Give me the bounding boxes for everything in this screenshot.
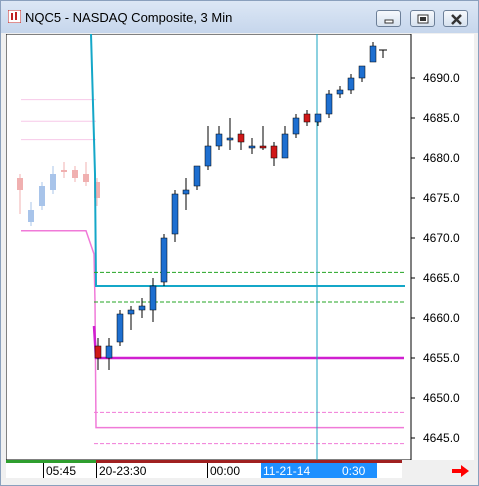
candle-body (358, 65, 366, 79)
candle-body (116, 313, 124, 343)
price-label: 4660.0 (423, 311, 460, 325)
price-label: 4690.0 (423, 71, 460, 85)
restore-button[interactable] (410, 10, 435, 27)
title-bar[interactable]: NQC5 - NASDAQ Composite, 3 Min (1, 1, 478, 33)
restore-icon (417, 14, 429, 24)
candle-body (149, 285, 157, 311)
candle-body (193, 165, 201, 187)
session-bar-prior (6, 460, 96, 463)
minimize-button[interactable] (376, 10, 401, 27)
price-label: 4655.0 (423, 351, 460, 365)
prior-candle-body (72, 170, 78, 178)
candle-body (237, 133, 245, 143)
price-chart[interactable] (6, 34, 474, 460)
candle-body (281, 133, 289, 159)
prior-candle-body (94, 182, 100, 198)
prior-candle-body (17, 178, 23, 190)
chart-area[interactable]: 4690.0 4685.0 4680.0 4675.0 4670.0 4665.0 4660… (6, 34, 474, 460)
candle-body (94, 345, 102, 359)
price-label: 4650.0 (423, 391, 460, 405)
candle-body (325, 93, 333, 115)
price-label: 4680.0 (423, 151, 460, 165)
time-tick (43, 463, 44, 478)
candle-body (160, 237, 168, 283)
session-bar-current (96, 460, 402, 463)
candle-body (369, 45, 377, 63)
candle-body (226, 137, 234, 141)
time-tick (96, 463, 97, 478)
time-tick (207, 463, 208, 478)
candle-body (259, 145, 267, 149)
time-axis[interactable]: 05:45 20-23:30 00:00 11-21-14 0:30 (6, 460, 402, 478)
candle-body (171, 193, 179, 235)
prior-candle-body (39, 186, 45, 206)
cursor-time: 0:30 (342, 464, 366, 478)
candle-body (105, 345, 113, 359)
candle-body (182, 189, 190, 195)
time-label-2330: 20-23:30 (99, 464, 147, 478)
close-icon (451, 14, 462, 25)
time-label-0545: 05:45 (46, 464, 77, 478)
cyan-level-line (90, 34, 405, 287)
window-title: NQC5 - NASDAQ Composite, 3 Min (25, 10, 233, 25)
time-label-0000: 00:00 (210, 464, 241, 478)
scroll-right-arrow-icon[interactable] (452, 464, 470, 478)
candle-body (204, 145, 212, 167)
last-price-marker (379, 49, 387, 58)
chart-app-icon (8, 10, 21, 23)
cursor-date: 11-21-14 (263, 464, 311, 478)
candle-body (303, 113, 311, 123)
candle-body (292, 117, 300, 135)
prior-candle-body (50, 174, 56, 190)
pink-level-line (21, 230, 404, 429)
candle-body (215, 133, 223, 147)
plot-frame (6, 34, 412, 460)
price-label: 4675.0 (423, 191, 460, 205)
candle-body (270, 145, 278, 159)
candle-body (127, 309, 135, 315)
candle-body (347, 77, 355, 91)
cursor-time-readout: 11-21-14 0:30 (261, 463, 377, 478)
close-button[interactable] (443, 10, 468, 27)
minimize-icon (384, 19, 394, 24)
price-label: 4665.0 (423, 271, 460, 285)
price-label: 4670.0 (423, 231, 460, 245)
prior-candle-body (83, 174, 89, 182)
prior-candle-body (28, 210, 34, 222)
candle-body (138, 305, 146, 311)
candle-body (248, 145, 256, 149)
candle-body (314, 113, 322, 123)
price-label: 4645.0 (423, 431, 460, 445)
price-label: 4685.0 (423, 111, 460, 125)
prior-candle-body (61, 170, 67, 172)
candle-body (336, 89, 344, 95)
